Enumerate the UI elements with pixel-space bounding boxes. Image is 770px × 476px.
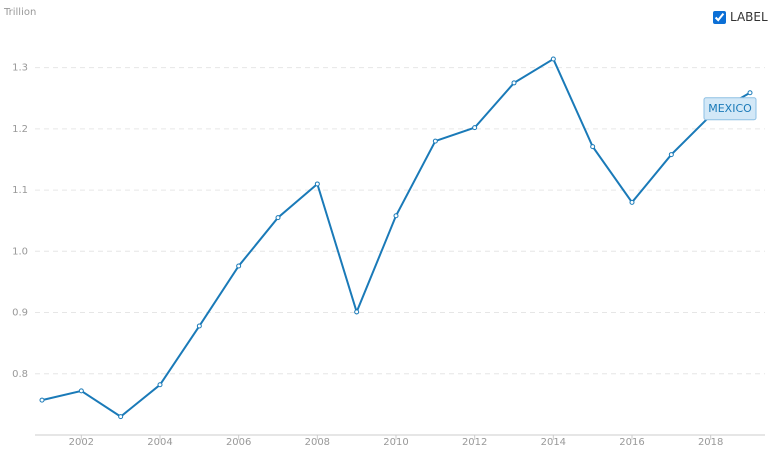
point [314, 181, 320, 187]
checkbox[interactable] [713, 10, 726, 24]
x-tick-label: 2006 [226, 437, 251, 448]
y-tick-label: 0.9 [12, 308, 28, 319]
legend-toggle[interactable]: LABEL [713, 10, 768, 24]
point [354, 309, 360, 315]
legend-label: LABEL [730, 10, 768, 24]
point [629, 199, 635, 205]
x-tick-label: 2018 [698, 437, 723, 448]
point [747, 90, 753, 96]
point [472, 125, 478, 131]
series-line [41, 57, 751, 418]
x-tick-label: 2014 [541, 437, 566, 448]
y-unit: Trillion [3, 7, 36, 18]
x-tick-label: 2004 [147, 437, 172, 448]
point [196, 323, 202, 329]
x-tick-label: 2008 [305, 437, 330, 448]
point [550, 56, 556, 62]
point [236, 263, 242, 269]
x-tick-label: 2016 [619, 437, 644, 448]
point [275, 215, 281, 221]
y-tick-label: 1.1 [12, 185, 28, 196]
point [118, 414, 124, 420]
y-tick-label: 1.2 [12, 124, 28, 135]
point [590, 144, 596, 150]
point [393, 213, 399, 219]
x-tick-label: 2012 [462, 437, 487, 448]
point [39, 397, 45, 403]
y-tick-label: 0.8 [12, 369, 28, 380]
x-tick-label: 2010 [383, 437, 408, 448]
y-tick-label: 1.0 [12, 246, 28, 257]
point [668, 152, 674, 158]
point [511, 80, 517, 86]
x-tick-label: 2002 [69, 437, 94, 448]
point [432, 138, 438, 144]
point [78, 388, 84, 394]
y-tick-label: 1.3 [12, 63, 28, 74]
point [157, 382, 163, 388]
series-tag [703, 97, 757, 121]
series-tag-label: MEXICO [708, 102, 752, 115]
